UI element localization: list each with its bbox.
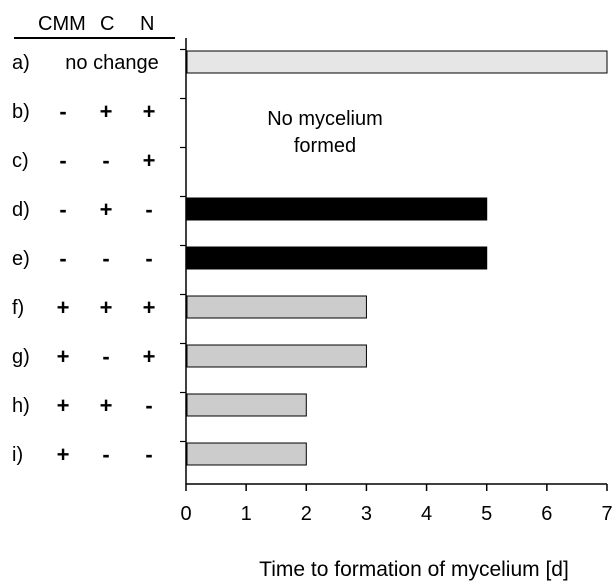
row-conditions-text-a: no change bbox=[65, 52, 158, 74]
row-label-g: g) bbox=[12, 346, 30, 368]
row-i-condition-3: - bbox=[145, 442, 152, 467]
x-tick-label-4: 4 bbox=[421, 503, 432, 525]
row-f-condition-3: + bbox=[143, 295, 156, 320]
row-h-condition-1: + bbox=[57, 393, 70, 418]
rows-group: a) no change b) - + + c) - - + d) - + - e) - - - f) + + + g) + -… bbox=[12, 48, 608, 467]
row-label-f: f) bbox=[12, 297, 24, 319]
row-d-condition-1: - bbox=[59, 197, 66, 222]
x-ticks-group: 0 1 2 3 4 5 6 7 bbox=[180, 484, 613, 525]
row-label-d: d) bbox=[12, 199, 30, 221]
row-b-condition-3: + bbox=[143, 99, 156, 124]
row-f-condition-2: + bbox=[100, 295, 113, 320]
row-d-condition-2: + bbox=[100, 197, 113, 222]
row-g-condition-2: - bbox=[102, 344, 109, 369]
column-header-c: C bbox=[100, 13, 114, 35]
row-b-condition-1: - bbox=[59, 99, 66, 124]
row-b-condition-2: + bbox=[100, 99, 113, 124]
column-header-n: N bbox=[140, 13, 154, 35]
bar-f bbox=[186, 295, 367, 319]
row-c-condition-3: + bbox=[143, 148, 156, 173]
no-mycelium-note-line1: No mycelium bbox=[267, 108, 383, 130]
row-i-condition-2: - bbox=[102, 442, 109, 467]
row-i-condition-1: + bbox=[57, 442, 70, 467]
x-axis-label: Time to formation of mycelium [d] bbox=[259, 558, 569, 581]
row-h-condition-3: - bbox=[145, 393, 152, 418]
row-label-e: e) bbox=[12, 248, 30, 270]
x-tick-label-0: 0 bbox=[180, 503, 191, 525]
bar-a bbox=[186, 50, 608, 74]
row-label-i: i) bbox=[12, 444, 23, 466]
row-e-condition-1: - bbox=[59, 246, 66, 271]
row-label-b: b) bbox=[12, 101, 30, 123]
x-tick-label-1: 1 bbox=[241, 503, 252, 525]
bar-d bbox=[186, 197, 488, 221]
bar-h bbox=[186, 393, 307, 417]
row-e-condition-2: - bbox=[102, 246, 109, 271]
bar-e bbox=[186, 246, 488, 270]
column-header-cmm: CMM bbox=[38, 13, 86, 35]
bar-g bbox=[186, 344, 367, 368]
row-label-a: a) bbox=[12, 52, 30, 74]
row-d-condition-3: - bbox=[145, 197, 152, 222]
row-h-condition-2: + bbox=[100, 393, 113, 418]
row-label-h: h) bbox=[12, 395, 30, 417]
x-tick-label-2: 2 bbox=[301, 503, 312, 525]
bar-i bbox=[186, 442, 307, 466]
row-g-condition-3: + bbox=[143, 344, 156, 369]
row-c-condition-1: - bbox=[59, 148, 66, 173]
row-e-condition-3: - bbox=[145, 246, 152, 271]
row-label-c: c) bbox=[12, 150, 29, 172]
x-tick-label-6: 6 bbox=[541, 503, 552, 525]
row-c-condition-2: - bbox=[102, 148, 109, 173]
row-f-condition-1: + bbox=[57, 295, 70, 320]
no-mycelium-note-line2: formed bbox=[294, 135, 356, 157]
row-g-condition-1: + bbox=[57, 344, 70, 369]
x-tick-label-5: 5 bbox=[481, 503, 492, 525]
x-tick-label-7: 7 bbox=[601, 503, 612, 525]
x-tick-label-3: 3 bbox=[361, 503, 372, 525]
